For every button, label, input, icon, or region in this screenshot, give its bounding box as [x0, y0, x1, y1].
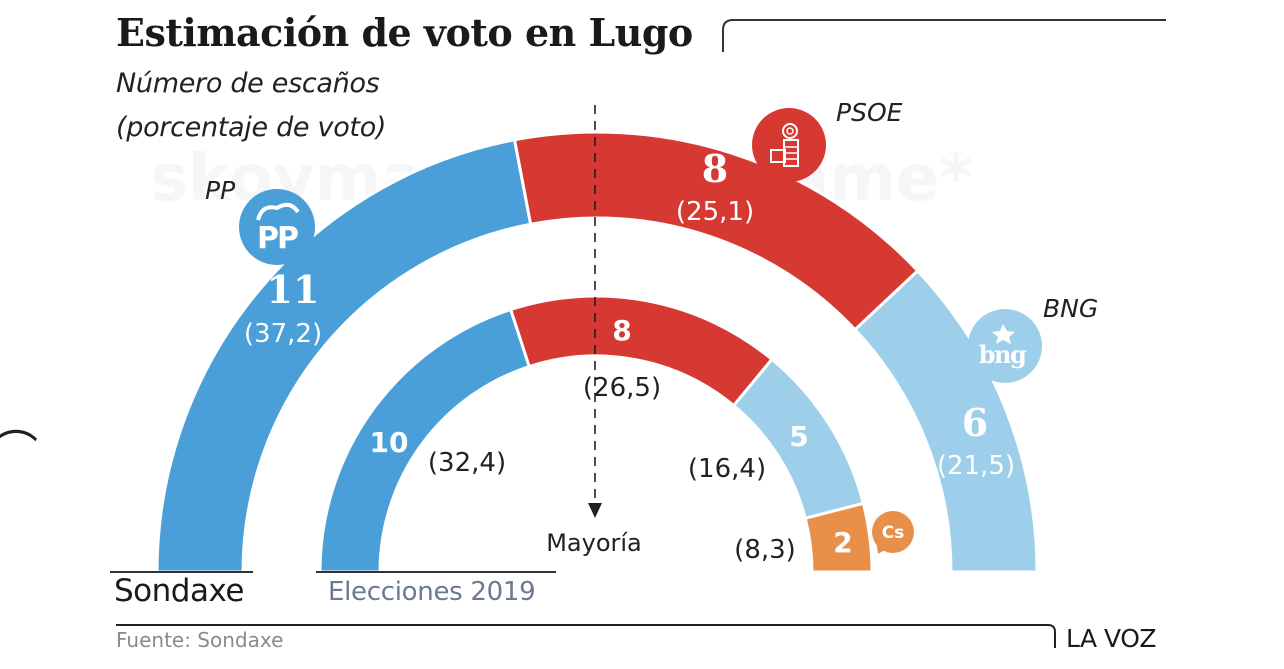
party-name-psoe: PSOE — [836, 98, 903, 127]
inner-segment-pp — [318, 307, 532, 574]
brand-logo: LA VOZ — [1066, 624, 1157, 653]
outer-psoe-percent: (25,1) — [676, 197, 754, 227]
outer-ring-sondaxe — [155, 130, 1039, 574]
inner-pp-seats: 10 — [370, 426, 409, 459]
inner-pp-percent: (32,4) — [428, 448, 506, 478]
cs-logo-icon: Cs — [872, 511, 914, 554]
legend-inner-2019: Elecciones 2019 — [328, 577, 536, 607]
inner-bng-seats: 5 — [789, 420, 808, 453]
legend-outer-sondaxe: Sondaxe — [114, 573, 244, 609]
chart-title: Estimación de voto en Lugo — [116, 10, 693, 55]
majority-label: Mayoría — [546, 529, 642, 557]
inner-segment-cs — [803, 501, 874, 574]
chart-subtitle-seats: Número de escaños — [116, 68, 380, 99]
edge-mark: ⌒ — [0, 427, 38, 478]
inner-psoe-seats: 8 — [612, 314, 631, 347]
outer-pp-percent: (37,2) — [244, 319, 322, 349]
inner-psoe-percent: (26,5) — [583, 373, 661, 403]
party-name-bng: BNG — [1043, 294, 1098, 323]
outer-pp-seats: 11 — [267, 267, 320, 312]
chart-subtitle-percent: (porcentaje de voto) — [116, 112, 387, 143]
majority-arrow-icon — [588, 503, 602, 518]
svg-text:bng: bng — [979, 340, 1027, 369]
inner-ring-2019 — [318, 294, 874, 574]
svg-text:Cs: Cs — [882, 523, 905, 543]
outer-bng-seats: 6 — [962, 400, 988, 445]
inner-cs-percent: (8,3) — [734, 535, 796, 565]
psoe-rose-fist-icon — [752, 108, 826, 182]
outer-psoe-seats: 8 — [702, 146, 728, 191]
outer-bng-percent: (21,5) — [937, 451, 1015, 481]
inner-cs-seats: 2 — [833, 526, 852, 559]
party-name-pp: PP — [205, 176, 236, 205]
title-bracket-line — [722, 19, 1166, 52]
footer-bracket-line — [116, 624, 1056, 648]
inner-bng-percent: (16,4) — [688, 454, 766, 484]
bng-logo-icon: bng — [968, 309, 1042, 383]
pp-logo-icon: PP — [239, 189, 315, 265]
svg-text:PP: PP — [257, 221, 298, 256]
source-note: Fuente: Sondaxe — [116, 628, 284, 652]
